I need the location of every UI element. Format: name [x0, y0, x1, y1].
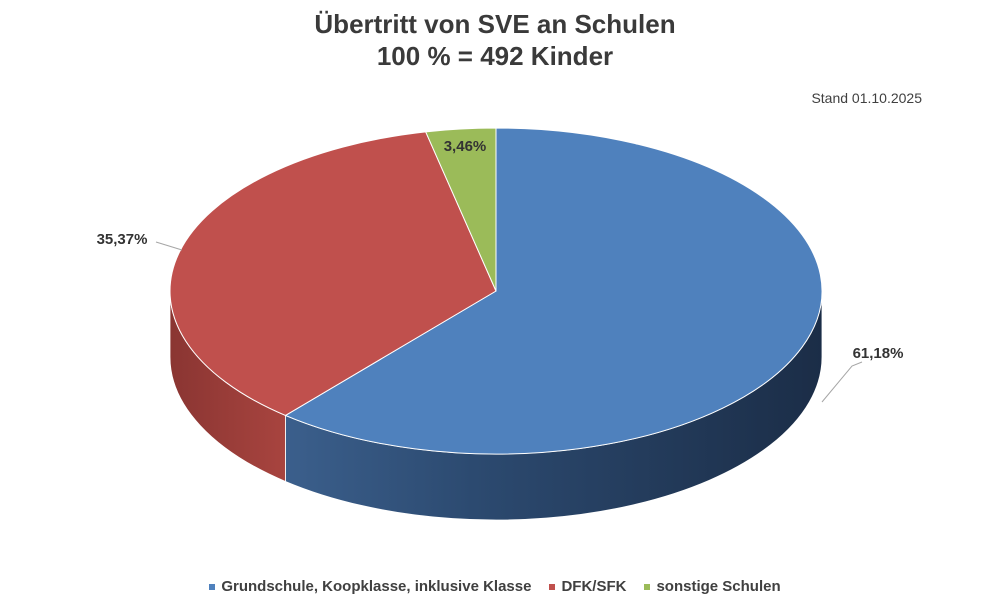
legend-item-sonstige: sonstige Schulen	[644, 578, 781, 595]
legend-swatch-grundschule	[209, 583, 216, 590]
legend-label-sonstige: sonstige Schulen	[656, 578, 781, 595]
data-label-sonstige: 3,46%	[444, 138, 487, 155]
chart-title-line-2: 100 % = 492 Kinder	[376, 41, 614, 71]
pie-labels: 61,18% 35,37% 3,46%	[97, 138, 904, 362]
chart-title-line-1: Übertritt von SVE an Schulen	[314, 9, 676, 39]
legend-item-dfk-sfk: DFK/SFK	[549, 578, 626, 595]
pie-slice-grundschule	[284, 127, 823, 455]
pie-slice-sonstige	[424, 127, 497, 292]
pie-chart: 61,18% 35,37% 3,46%	[97, 127, 904, 521]
legend-label-grundschule: Grundschule, Koopklasse, inklusive Klass…	[221, 578, 532, 595]
legend-swatch-sonstige	[644, 583, 651, 590]
stand-date: Stand 01.10.2025	[811, 90, 922, 106]
data-label-grundschule: 61,18%	[853, 345, 904, 362]
legend-swatch-dfk-sfk	[549, 583, 556, 590]
chart-legend: Grundschule, Koopklasse, inklusive Klass…	[0, 578, 990, 595]
leader-line-grundschule	[821, 361, 863, 403]
leader-line-dfk-sfk	[155, 241, 183, 251]
pie-slice-dfk-sfk	[169, 131, 497, 417]
data-label-dfk-sfk: 35,37%	[97, 231, 148, 248]
chart-title: Übertritt von SVE an Schulen 100 % = 492…	[0, 8, 990, 72]
pie-tops	[169, 127, 823, 455]
legend-label-dfk-sfk: DFK/SFK	[561, 578, 627, 595]
legend-item-grundschule: Grundschule, Koopklasse, inklusive Klass…	[209, 578, 531, 595]
pie-leaders	[155, 241, 863, 403]
